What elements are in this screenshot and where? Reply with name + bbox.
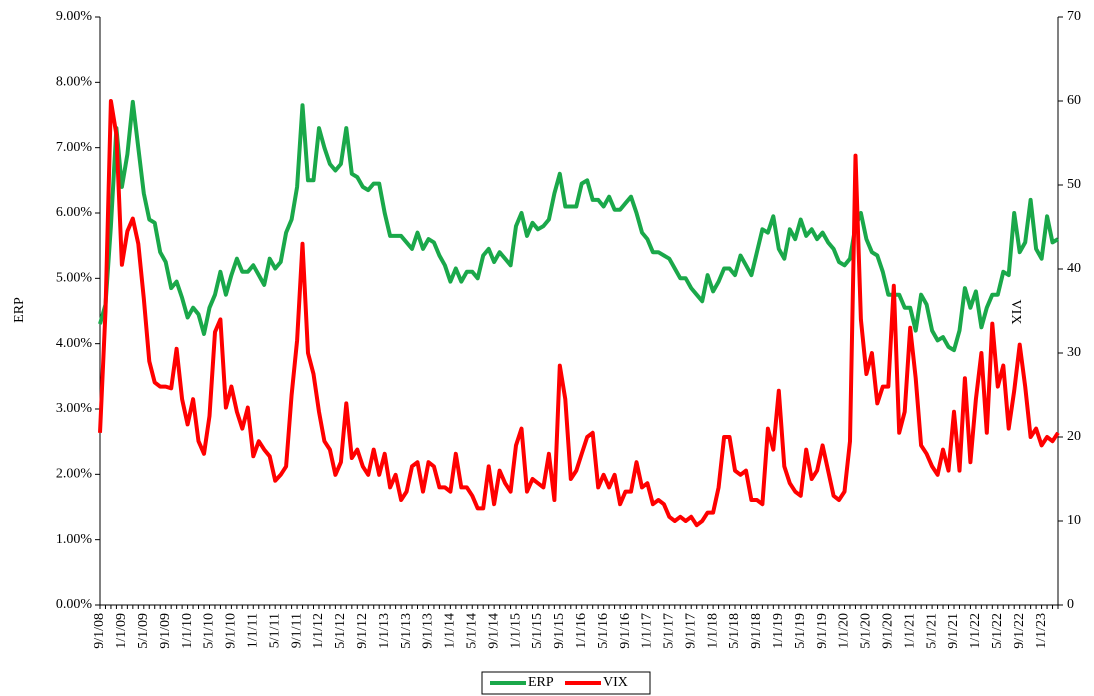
- y2-tick-label: 50: [1067, 177, 1081, 192]
- x-tick-label: 1/1/18: [705, 613, 720, 649]
- x-tick-label: 9/1/14: [486, 613, 501, 649]
- legend-label: ERP: [528, 675, 554, 690]
- y2-axis-label: VIX: [1008, 300, 1023, 325]
- x-tick-label: 9/1/11: [289, 613, 304, 648]
- y-tick-label: 1.00%: [56, 532, 93, 547]
- line-erp: [98, 99, 1060, 353]
- y2-tick-label: 10: [1067, 513, 1081, 528]
- x-tick-label: 9/1/21: [946, 613, 961, 649]
- x-tick-label: 5/1/15: [530, 613, 545, 649]
- x-tick-label: 1/1/22: [968, 613, 983, 649]
- y2-tick-label: 20: [1067, 429, 1081, 444]
- y-tick-label: 0.00%: [56, 597, 93, 612]
- y-tick-label: 8.00%: [56, 75, 93, 90]
- y-tick-label: 3.00%: [56, 401, 93, 416]
- y-tick-label: 5.00%: [56, 271, 93, 286]
- x-tick-label: 5/1/21: [924, 613, 939, 649]
- y2-tick-label: 0: [1067, 597, 1074, 612]
- x-tick-label: 9/1/17: [683, 613, 698, 649]
- x-tick-label: 5/1/11: [267, 613, 282, 648]
- x-tick-label: 5/1/20: [859, 613, 874, 649]
- y-tick-label: 2.00%: [56, 467, 93, 482]
- x-tick-label: 1/1/10: [180, 613, 195, 649]
- x-tick-label: 5/1/19: [793, 613, 808, 649]
- y-tick-label: 6.00%: [56, 205, 93, 220]
- x-tick-label: 9/1/16: [618, 613, 633, 649]
- y2-tick-label: 40: [1067, 261, 1081, 276]
- y-tick-label: 7.00%: [56, 140, 93, 155]
- line-vix: [98, 99, 1060, 528]
- legend-label: VIX: [603, 675, 628, 690]
- x-tick-label: 5/1/09: [136, 613, 151, 649]
- x-tick-label: 9/1/20: [881, 613, 896, 649]
- y-tick-label: 4.00%: [56, 336, 93, 351]
- x-tick-label: 1/1/17: [640, 613, 655, 649]
- x-tick-label: 1/1/14: [443, 613, 458, 649]
- x-tick-label: 5/1/17: [662, 613, 677, 649]
- x-tick-label: 9/1/09: [158, 613, 173, 649]
- x-tick-label: 9/1/08: [92, 613, 107, 649]
- y2-tick-label: 70: [1067, 9, 1081, 24]
- x-tick-label: 1/1/12: [311, 613, 326, 649]
- y-axis-label: ERP: [12, 297, 27, 323]
- y2-tick-label: 30: [1067, 345, 1081, 360]
- x-tick-label: 9/1/13: [421, 613, 436, 649]
- x-tick-label: 9/1/10: [224, 613, 239, 649]
- x-tick-label: 9/1/15: [552, 613, 567, 649]
- x-tick-label: 1/1/15: [508, 613, 523, 649]
- x-tick-label: 9/1/22: [1012, 613, 1027, 649]
- y2-tick-label: 60: [1067, 93, 1081, 108]
- x-tick-label: 1/1/23: [1034, 613, 1049, 649]
- y-tick-label: 9.00%: [56, 9, 93, 24]
- x-tick-label: 5/1/14: [464, 613, 479, 649]
- x-tick-label: 9/1/19: [815, 613, 830, 649]
- x-tick-label: 1/1/11: [245, 613, 260, 648]
- x-tick-label: 5/1/13: [399, 613, 414, 649]
- x-tick-label: 1/1/20: [837, 613, 852, 649]
- x-tick-label: 1/1/16: [574, 613, 589, 649]
- x-tick-label: 5/1/18: [727, 613, 742, 649]
- x-tick-label: 1/1/21: [902, 613, 917, 649]
- x-tick-label: 1/1/19: [771, 613, 786, 649]
- x-tick-label: 9/1/12: [355, 613, 370, 649]
- x-tick-label: 1/1/13: [377, 613, 392, 649]
- x-tick-label: 9/1/18: [749, 613, 764, 649]
- x-tick-label: 5/1/12: [333, 613, 348, 649]
- x-tick-label: 5/1/10: [202, 613, 217, 649]
- x-tick-label: 1/1/09: [114, 613, 129, 649]
- x-tick-label: 5/1/16: [596, 613, 611, 649]
- x-tick-label: 5/1/22: [990, 613, 1005, 649]
